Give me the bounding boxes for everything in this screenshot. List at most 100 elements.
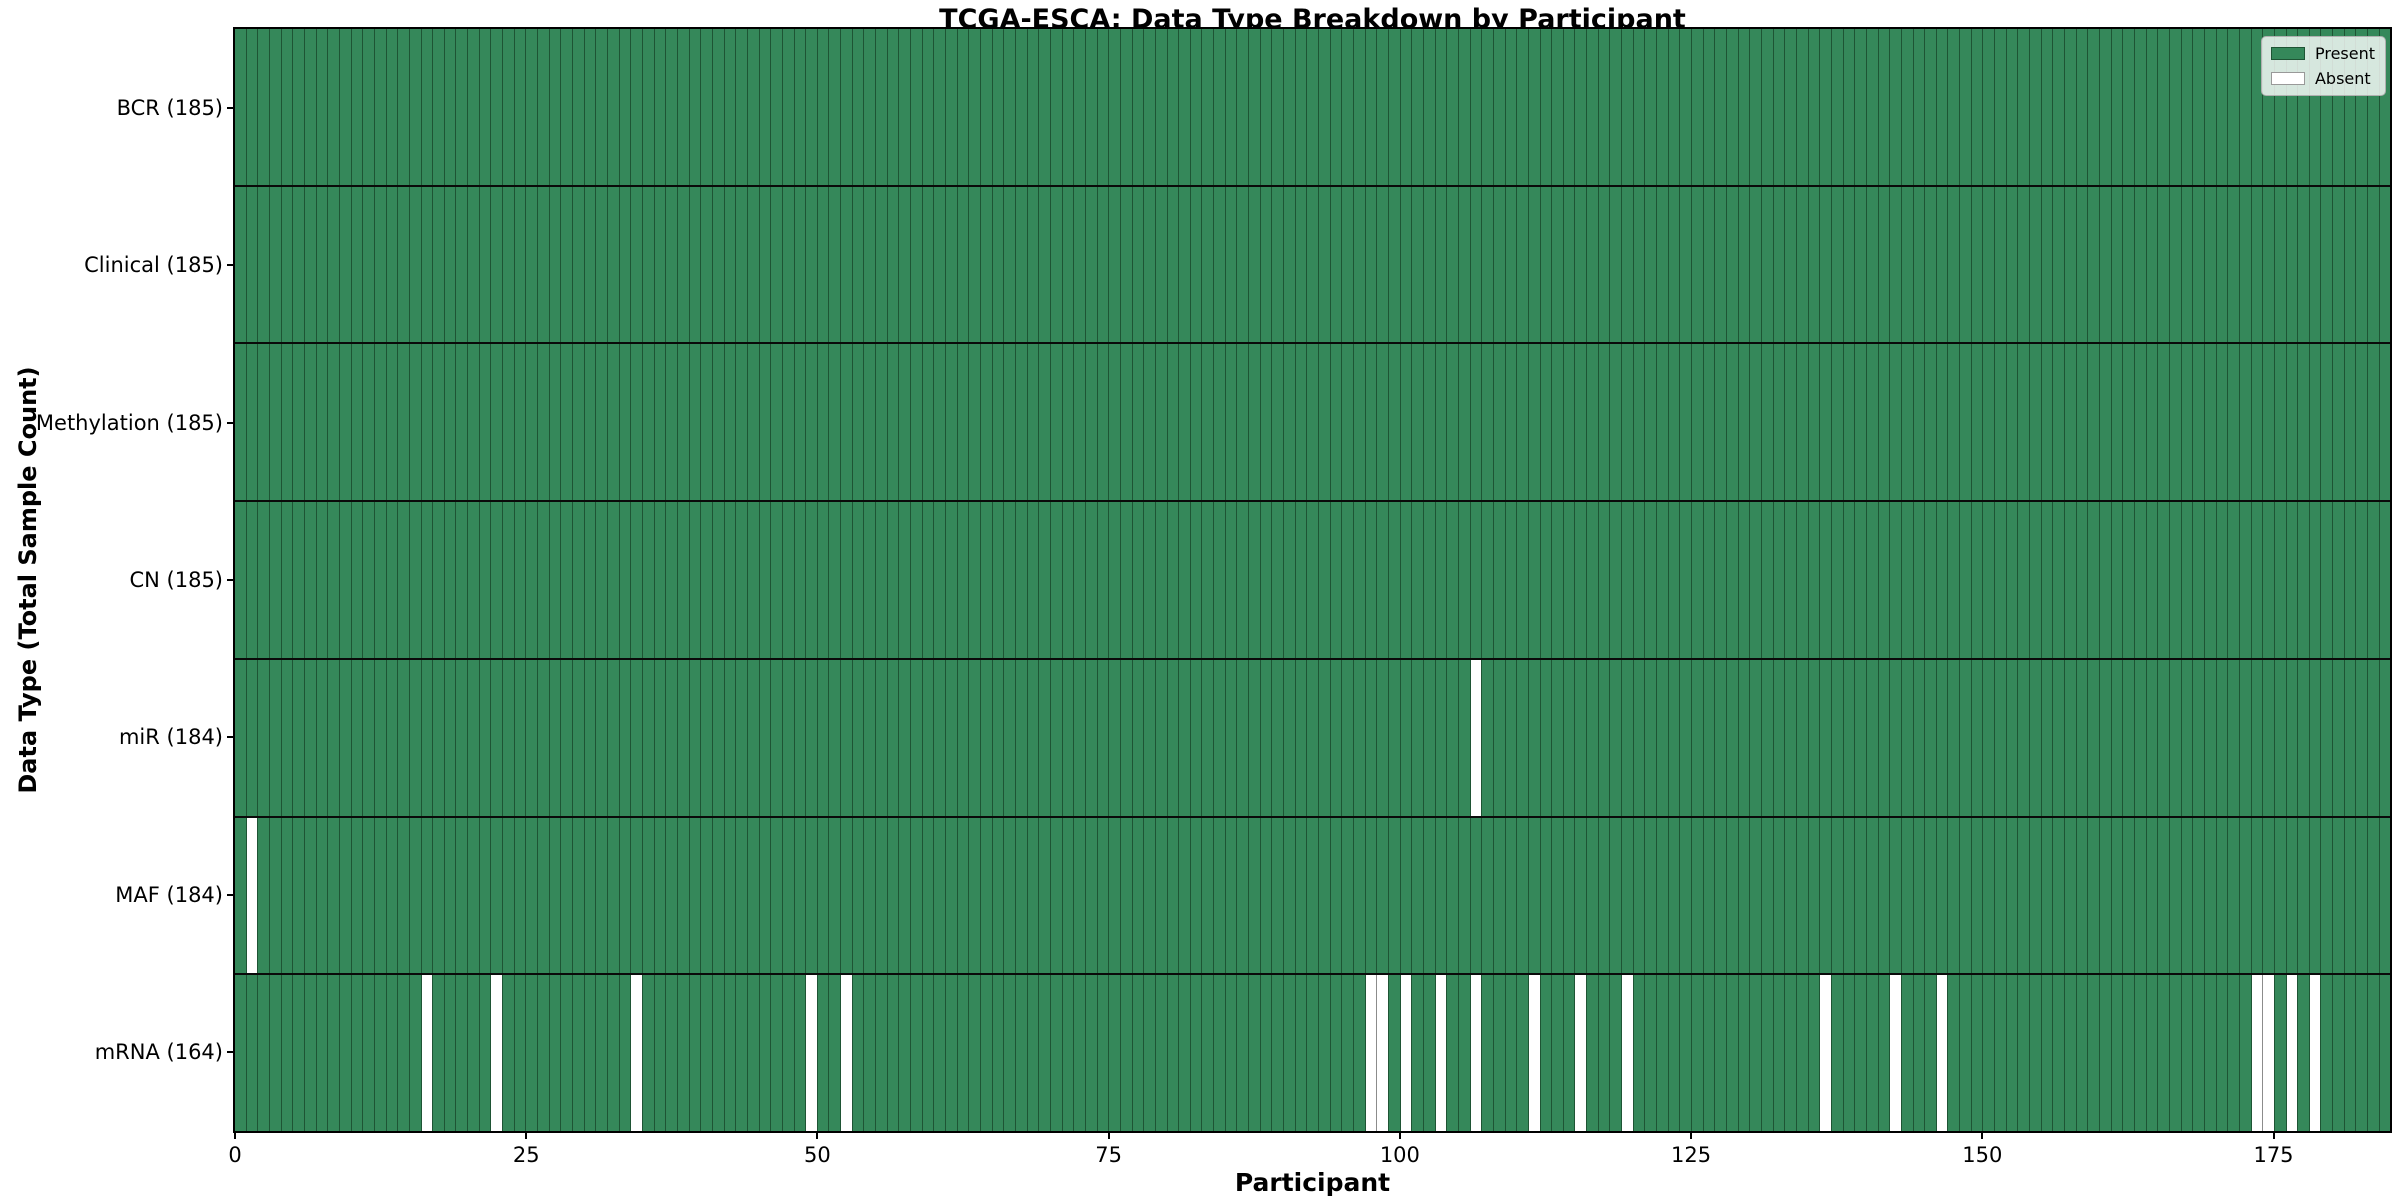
cell bbox=[689, 186, 702, 343]
cell bbox=[351, 975, 364, 1132]
cell bbox=[992, 817, 1005, 974]
cell bbox=[736, 29, 748, 185]
cell bbox=[433, 817, 445, 974]
cell bbox=[1505, 29, 1518, 185]
cell bbox=[1307, 817, 1320, 974]
cell bbox=[1144, 817, 1156, 974]
cell bbox=[1715, 344, 1727, 501]
cell bbox=[1482, 502, 1494, 658]
cell bbox=[2228, 29, 2240, 185]
cell bbox=[2286, 817, 2299, 974]
cell bbox=[957, 29, 970, 185]
cell bbox=[2018, 29, 2031, 185]
cell bbox=[1400, 186, 1413, 343]
cell bbox=[2018, 975, 2031, 1132]
cell bbox=[339, 659, 352, 816]
cell bbox=[421, 344, 434, 501]
cell bbox=[1680, 344, 1693, 501]
y-tick-mark bbox=[227, 264, 235, 267]
y-tick-mark bbox=[227, 1051, 235, 1054]
cell bbox=[1692, 29, 1704, 185]
cell bbox=[1633, 29, 1646, 185]
cell bbox=[1692, 817, 1704, 974]
cell bbox=[1307, 502, 1320, 658]
cell bbox=[1050, 975, 1063, 1132]
cell bbox=[2193, 975, 2205, 1132]
cell bbox=[934, 975, 947, 1132]
cell bbox=[1155, 975, 1168, 1132]
cell bbox=[1727, 817, 1739, 974]
cell bbox=[992, 344, 1005, 501]
cell bbox=[1995, 186, 2007, 343]
cell bbox=[1132, 659, 1145, 816]
x-axis-label: Participant bbox=[1234, 1168, 1391, 1197]
cell bbox=[328, 29, 340, 185]
cell bbox=[2344, 344, 2357, 501]
cell bbox=[1901, 186, 1914, 343]
cell bbox=[304, 186, 317, 343]
cell bbox=[806, 502, 818, 658]
cell bbox=[596, 186, 608, 343]
row-BCR bbox=[235, 29, 2391, 187]
cell bbox=[817, 975, 830, 1132]
cell bbox=[2169, 817, 2182, 974]
cell bbox=[316, 186, 329, 343]
cell bbox=[1039, 186, 1051, 343]
cell bbox=[1598, 186, 1611, 343]
cell bbox=[2356, 29, 2369, 185]
cell bbox=[724, 29, 737, 185]
cell bbox=[619, 344, 632, 501]
cell bbox=[398, 344, 410, 501]
cell bbox=[747, 29, 760, 185]
cell bbox=[747, 502, 760, 658]
cell bbox=[2181, 659, 2194, 816]
cell bbox=[1727, 186, 1739, 343]
cell bbox=[934, 502, 947, 658]
cell bbox=[293, 502, 305, 658]
cell bbox=[969, 29, 981, 185]
cell bbox=[608, 344, 620, 501]
cell bbox=[281, 344, 294, 501]
cell bbox=[526, 659, 539, 816]
cell bbox=[235, 975, 247, 1132]
cell bbox=[503, 975, 515, 1132]
cell bbox=[1400, 344, 1413, 501]
cell bbox=[2169, 29, 2182, 185]
cell bbox=[1179, 975, 1191, 1132]
cell bbox=[503, 817, 515, 974]
cell bbox=[2146, 975, 2159, 1132]
cell bbox=[1354, 975, 1366, 1132]
cell bbox=[2158, 659, 2170, 816]
cell bbox=[1388, 659, 1401, 816]
cell bbox=[561, 344, 574, 501]
cell bbox=[258, 659, 270, 816]
cell bbox=[1610, 186, 1623, 343]
cell bbox=[2006, 817, 2019, 974]
cell bbox=[433, 29, 445, 185]
cell bbox=[269, 817, 282, 974]
cell bbox=[922, 502, 935, 658]
cell bbox=[1703, 29, 1716, 185]
cell bbox=[1155, 817, 1168, 974]
cell bbox=[887, 817, 900, 974]
cell bbox=[1225, 186, 1238, 343]
cell bbox=[1272, 502, 1285, 658]
cell bbox=[946, 659, 958, 816]
x-tick-mark bbox=[816, 1131, 819, 1139]
cell bbox=[1913, 659, 1926, 816]
cell bbox=[363, 975, 375, 1132]
cell bbox=[1412, 975, 1424, 1132]
cell bbox=[2158, 817, 2170, 974]
cell bbox=[1773, 817, 1786, 974]
cell bbox=[1668, 344, 1681, 501]
cell bbox=[1004, 344, 1016, 501]
cell bbox=[946, 502, 958, 658]
cell bbox=[584, 186, 597, 343]
cell bbox=[957, 186, 970, 343]
cell bbox=[549, 817, 562, 974]
cell bbox=[2298, 186, 2310, 343]
cell bbox=[1622, 975, 1634, 1132]
cell bbox=[1703, 186, 1716, 343]
cell bbox=[887, 975, 900, 1132]
cell bbox=[1831, 502, 1844, 658]
